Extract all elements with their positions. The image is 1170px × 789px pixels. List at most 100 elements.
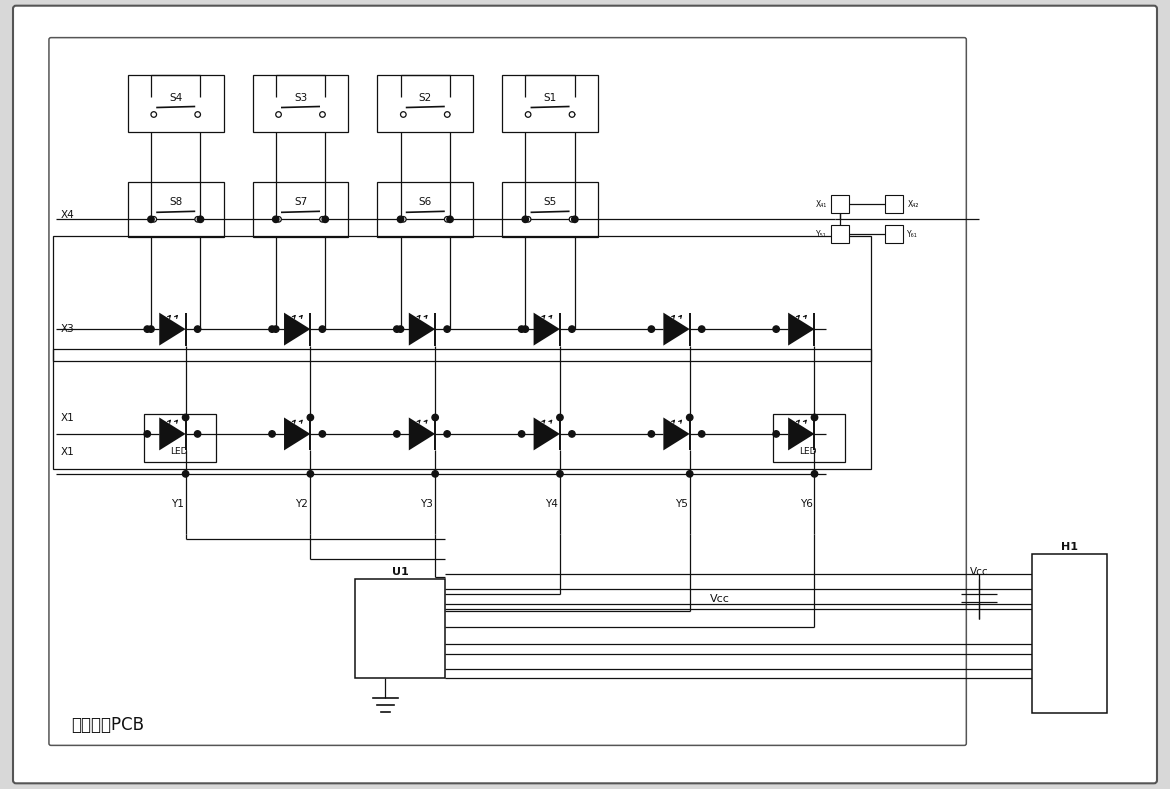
Bar [502,75,598,133]
Circle shape [773,326,779,332]
Circle shape [183,414,188,421]
Circle shape [398,326,404,332]
Circle shape [195,112,200,118]
Bar [831,226,848,243]
Text: S4: S4 [170,92,183,103]
Text: S7: S7 [294,197,308,208]
Circle shape [308,414,314,421]
Polygon shape [789,312,814,346]
Circle shape [447,216,453,222]
Bar [128,75,223,133]
Circle shape [698,431,704,437]
Circle shape [276,216,281,222]
Bar [253,75,349,133]
Circle shape [151,112,157,118]
Bar [378,182,473,237]
Text: X₄₂: X₄₂ [908,200,918,209]
Bar [53,349,872,469]
Text: X1: X1 [61,413,75,423]
Text: LED: LED [799,447,817,456]
Text: Vcc: Vcc [710,593,730,604]
Text: Y5: Y5 [675,499,688,509]
Circle shape [308,471,314,477]
FancyBboxPatch shape [13,6,1157,783]
Circle shape [570,112,574,118]
Circle shape [525,216,531,222]
Text: 1: 1 [1066,569,1072,578]
Circle shape [570,216,574,222]
Circle shape [400,112,406,118]
Circle shape [319,431,325,437]
Text: Y4: Y4 [545,499,558,509]
Text: Y1: Y1 [171,499,184,509]
Circle shape [522,326,529,332]
Text: 15: 15 [360,664,371,673]
Polygon shape [408,312,435,346]
Text: U1: U1 [392,567,408,577]
Circle shape [273,326,278,332]
Circle shape [195,216,200,222]
Circle shape [432,414,439,421]
Text: S2: S2 [419,92,432,103]
Polygon shape [663,417,690,451]
Text: Y2: Y2 [296,499,309,509]
Bar [253,182,349,237]
Circle shape [569,326,576,332]
Text: S5: S5 [543,197,557,208]
Bar [502,182,598,237]
Text: 2: 2 [1066,604,1072,613]
Circle shape [432,471,439,477]
FancyBboxPatch shape [49,38,966,746]
Text: X₄₁: X₄₁ [815,200,826,209]
Circle shape [572,216,578,222]
Circle shape [319,326,325,332]
Circle shape [322,216,329,222]
Bar [144,414,215,462]
Circle shape [319,216,325,222]
Text: S8: S8 [170,197,183,208]
Circle shape [648,326,654,332]
Circle shape [144,326,151,332]
Bar [886,226,903,243]
Circle shape [398,216,404,222]
Bar [356,578,446,679]
Text: X4: X4 [61,211,75,220]
Text: 2: 2 [435,584,440,593]
Bar [772,414,845,462]
Text: 3: 3 [1066,639,1072,648]
Circle shape [269,326,275,332]
Bar [378,75,473,133]
Polygon shape [789,417,814,451]
Circle shape [194,431,201,437]
Circle shape [273,216,278,222]
Circle shape [811,414,818,421]
Circle shape [525,112,531,118]
Circle shape [518,431,525,437]
Circle shape [443,431,450,437]
Polygon shape [534,312,560,346]
Text: S1: S1 [543,92,557,103]
Text: S3: S3 [294,92,308,103]
Text: Vcc: Vcc [970,567,989,577]
Circle shape [319,112,325,118]
Circle shape [147,326,154,332]
Text: LED: LED [170,447,187,456]
Circle shape [269,431,275,437]
Circle shape [648,431,654,437]
Circle shape [569,431,576,437]
Polygon shape [159,312,186,346]
Bar [128,182,223,237]
Text: Y3: Y3 [420,499,433,509]
Text: 操作面板PCB: 操作面板PCB [71,716,144,735]
Bar [886,196,903,213]
Circle shape [698,326,704,332]
Text: Y₆₁: Y₆₁ [908,230,918,239]
Circle shape [151,216,157,222]
Circle shape [445,112,450,118]
Text: X1: X1 [61,447,75,457]
Circle shape [393,431,400,437]
Circle shape [147,216,154,222]
Bar [831,196,848,213]
Text: Y₅₁: Y₅₁ [815,230,826,239]
Text: Y6: Y6 [799,499,812,509]
